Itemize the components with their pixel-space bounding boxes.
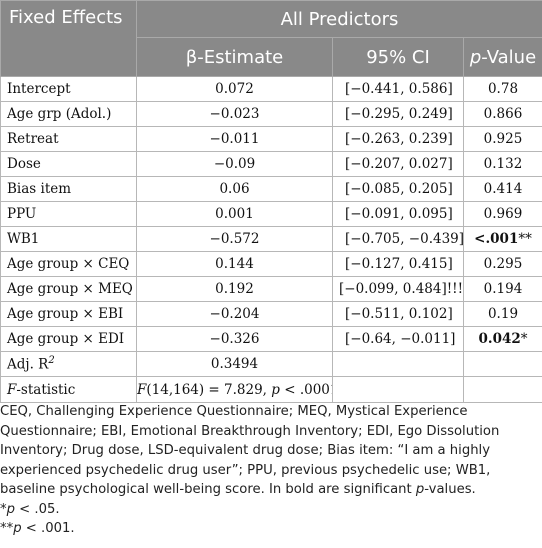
table-row: Age group × EBI −0.204 [−0.511, 0.102] 0…	[0, 301, 542, 327]
ci-value: [−0.099, 0.484]!!!!	[332, 276, 464, 302]
p-value: 0.19	[463, 301, 542, 327]
significance-note-1: *p < .05.	[0, 501, 60, 517]
beta-value: 0.192	[136, 276, 333, 302]
empty-cell	[332, 351, 464, 377]
p-value: 0.969	[463, 201, 542, 227]
row-label: Age group × CEQ	[0, 251, 137, 277]
f-statistic-row: F-statistic F(14,164) = 7.829, p < .0001	[0, 376, 542, 403]
ci-value: [−0.295, 0.249]	[332, 101, 464, 127]
empty-cell	[463, 351, 542, 377]
table-row: PPU 0.001 [−0.091, 0.095] 0.969	[0, 201, 542, 227]
table-notes: CEQ, Challenging Experience Questionnair…	[0, 402, 536, 539]
row-label: Age group × EBI	[0, 301, 137, 327]
adj-r2-label: Adj. R2	[0, 351, 137, 377]
p-value-header: p-Value	[463, 37, 542, 77]
p-value: 0.194	[463, 276, 542, 302]
beta-value: −0.326	[136, 326, 333, 352]
empty-cell	[332, 376, 464, 403]
p-value: 0.925	[463, 126, 542, 152]
p-value: 0.866	[463, 101, 542, 127]
ci-value: [−0.127, 0.415]	[332, 251, 464, 277]
p-value: 0.295	[463, 251, 542, 277]
ci-value: [−0.085, 0.205]	[332, 176, 464, 202]
table-row: Age grp (Adol.) −0.023 [−0.295, 0.249] 0…	[0, 101, 542, 127]
ci-value: [−0.64, −0.011]	[332, 326, 464, 352]
table-row: Dose −0.09 [−0.207, 0.027] 0.132	[0, 151, 542, 177]
beta-value: −0.023	[136, 101, 333, 127]
beta-estimate-header: β-Estimate	[136, 37, 333, 77]
significant-p-value: 0.042	[478, 331, 521, 347]
beta-value: 0.001	[136, 201, 333, 227]
adj-r2-value: 0.3494	[136, 351, 333, 377]
beta-value: 0.06	[136, 176, 333, 202]
all-predictors-header: All Predictors	[136, 0, 542, 38]
ci-value: [−0.705, −0.439]	[332, 226, 464, 252]
ci-value: [−0.091, 0.095]	[332, 201, 464, 227]
row-label: WB1	[0, 226, 137, 252]
row-label: Intercept	[0, 76, 137, 102]
p-value: 0.132	[463, 151, 542, 177]
table-row: Age group × MEQ 0.192 [−0.099, 0.484]!!!…	[0, 276, 542, 302]
p-value: <.001**	[463, 226, 542, 252]
ci-value: [−0.207, 0.027]	[332, 151, 464, 177]
f-statistic-label: F-statistic	[0, 376, 137, 403]
results-table: Fixed Effects All Predictors β-Estimate …	[0, 0, 542, 403]
beta-value: 0.144	[136, 251, 333, 277]
abbreviations-note: CEQ, Challenging Experience Questionnair…	[0, 404, 500, 497]
table-row: Intercept 0.072 [−0.441, 0.586] 0.78	[0, 76, 542, 102]
ci-value: [−0.441, 0.586]	[332, 76, 464, 102]
p-value: 0.414	[463, 176, 542, 202]
ci-header: 95% CI	[332, 37, 464, 77]
table-row: Age group × EDI −0.326 [−0.64, −0.011] 0…	[0, 326, 542, 352]
p-value: 0.78	[463, 76, 542, 102]
significant-p-value: <.001	[474, 231, 519, 247]
beta-value: −0.572	[136, 226, 333, 252]
table-row: WB1 −0.572 [−0.705, −0.439] <.001**	[0, 226, 542, 252]
row-label: PPU	[0, 201, 137, 227]
beta-value: 0.072	[136, 76, 333, 102]
p-value: 0.042*	[463, 326, 542, 352]
row-label: Retreat	[0, 126, 137, 152]
table-row: Age group × CEQ 0.144 [−0.127, 0.415] 0.…	[0, 251, 542, 277]
row-label: Age grp (Adol.)	[0, 101, 137, 127]
fixed-effects-header: Fixed Effects	[0, 0, 137, 77]
row-label: Age group × MEQ	[0, 276, 137, 302]
f-statistic-value: F(14,164) = 7.829, p < .0001	[136, 376, 333, 403]
beta-value: −0.09	[136, 151, 333, 177]
table-row: Bias item 0.06 [−0.085, 0.205] 0.414	[0, 176, 542, 202]
significance-marker: **	[518, 231, 532, 247]
beta-value: −0.204	[136, 301, 333, 327]
row-label: Age group × EDI	[0, 326, 137, 352]
significance-note-2: **p < .001.	[0, 521, 75, 536]
adj-r2-row: Adj. R2 0.3494	[0, 351, 542, 377]
beta-value: −0.011	[136, 126, 333, 152]
row-label: Bias item	[0, 176, 137, 202]
ci-value: [−0.511, 0.102]	[332, 301, 464, 327]
significance-marker: *	[520, 331, 528, 347]
ci-value: [−0.263, 0.239]	[332, 126, 464, 152]
empty-cell	[463, 376, 542, 403]
table-row: Retreat −0.011 [−0.263, 0.239] 0.925	[0, 126, 542, 152]
row-label: Dose	[0, 151, 137, 177]
